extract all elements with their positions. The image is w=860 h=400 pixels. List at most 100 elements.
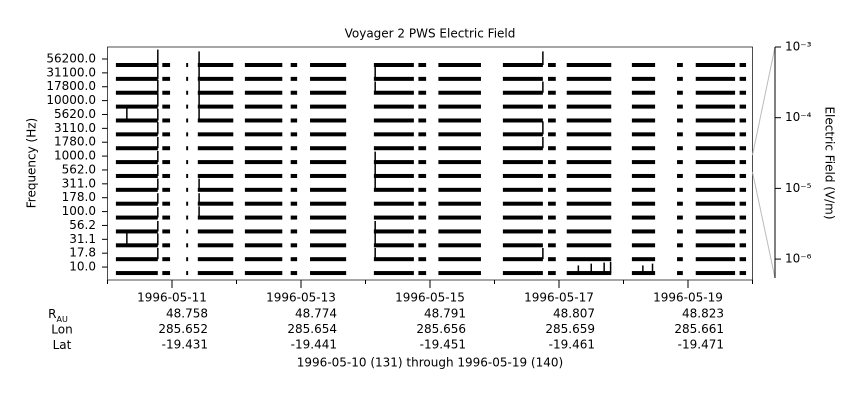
data-segment <box>162 229 171 234</box>
data-segment <box>162 257 171 262</box>
channel-label: 5620.0 <box>54 107 96 121</box>
ephemeris-label: Lat <box>53 338 72 352</box>
data-segment <box>244 132 283 137</box>
data-segment <box>677 132 683 137</box>
data-segment <box>438 160 481 165</box>
data-segment <box>290 243 298 248</box>
data-segment <box>631 243 656 248</box>
data-segment <box>566 271 612 276</box>
data-segment <box>695 187 736 192</box>
data-segment <box>373 90 414 95</box>
data-segment <box>502 229 543 234</box>
data-segment <box>418 243 427 248</box>
data-segment <box>695 146 736 151</box>
data-segment <box>373 173 414 178</box>
data-segment <box>373 187 414 192</box>
data-segment <box>739 104 747 109</box>
data-segment <box>695 215 736 220</box>
data-segment <box>502 63 543 67</box>
data-segment <box>186 257 189 262</box>
channel-label: 10.0 <box>69 260 96 274</box>
data-segment <box>290 160 298 165</box>
data-segment <box>438 146 481 151</box>
ephemeris-value: 48.758 <box>166 307 208 321</box>
data-segment <box>566 90 612 95</box>
data-segment <box>631 229 656 234</box>
data-segment <box>566 243 612 248</box>
ephemeris-value: 285.654 <box>287 322 337 336</box>
data-segment <box>438 215 481 220</box>
data-segment <box>739 271 747 276</box>
ephemeris-value: 285.659 <box>545 322 595 336</box>
data-segment <box>438 63 481 67</box>
data-segment <box>695 201 736 206</box>
data-segment <box>502 257 543 262</box>
ephemeris-label: Lon <box>51 322 72 336</box>
data-segment <box>438 132 481 137</box>
data-segment <box>310 201 347 206</box>
data-segment <box>548 90 556 95</box>
data-segment <box>162 271 171 276</box>
channel-label: 56.2 <box>69 218 96 232</box>
data-segment <box>739 76 747 81</box>
data-segment <box>438 104 481 109</box>
data-segment <box>115 229 158 234</box>
data-segment <box>186 173 189 178</box>
data-segment <box>438 201 481 206</box>
x-tick-label: 1996-05-19 <box>653 291 723 305</box>
data-segment <box>418 118 427 123</box>
data-segment <box>186 104 189 109</box>
data-segment <box>739 118 747 123</box>
data-segment <box>373 132 414 137</box>
data-segment <box>290 63 298 67</box>
data-segment <box>566 146 612 151</box>
data-segment <box>197 104 234 109</box>
ephemeris-name: Lon <box>51 322 72 336</box>
data-segment <box>186 76 189 81</box>
data-segment <box>548 76 556 81</box>
data-segment <box>186 243 189 248</box>
data-segment <box>677 201 683 206</box>
data-segment <box>197 132 234 137</box>
data-segment <box>631 76 656 81</box>
data-segment <box>548 243 556 248</box>
data-segment <box>290 215 298 220</box>
data-segment <box>186 215 189 220</box>
data-segment <box>695 257 736 262</box>
data-segment <box>566 215 612 220</box>
y2-tick-label: 10⁻⁵ <box>785 181 812 195</box>
x-tick-label: 1996-05-17 <box>524 291 594 305</box>
x-tick-label: 1996-05-13 <box>266 291 336 305</box>
data-segment <box>548 146 556 151</box>
data-segment <box>502 118 543 123</box>
data-segment <box>631 187 656 192</box>
y2-tick-label: 10⁻⁶ <box>785 252 812 266</box>
data-segment <box>310 257 347 262</box>
data-segment <box>438 118 481 123</box>
data-segment <box>290 132 298 137</box>
data-segment <box>418 132 427 137</box>
data-segment <box>310 104 347 109</box>
data-segment <box>677 76 683 81</box>
channel-label: 31.1 <box>69 232 96 246</box>
data-segment <box>197 201 234 206</box>
ephemeris-value: 48.791 <box>424 307 466 321</box>
data-segment <box>244 104 283 109</box>
data-segment <box>162 132 171 137</box>
footer: 1996-05-10 (131) through 1996-05-19 (140… <box>297 356 563 370</box>
data-segment <box>162 104 171 109</box>
data-segment <box>197 118 234 123</box>
data-segment <box>197 173 234 178</box>
data-segment <box>244 243 283 248</box>
data-segment <box>290 90 298 95</box>
data-segment <box>739 90 747 95</box>
data-segment <box>502 215 543 220</box>
data-segment <box>418 104 427 109</box>
data-segment <box>677 271 683 276</box>
data-segment <box>677 146 683 151</box>
data-segment <box>290 201 298 206</box>
data-segment <box>418 257 427 262</box>
data-segment <box>677 243 683 248</box>
data-segment <box>566 104 612 109</box>
data-segment <box>677 229 683 234</box>
